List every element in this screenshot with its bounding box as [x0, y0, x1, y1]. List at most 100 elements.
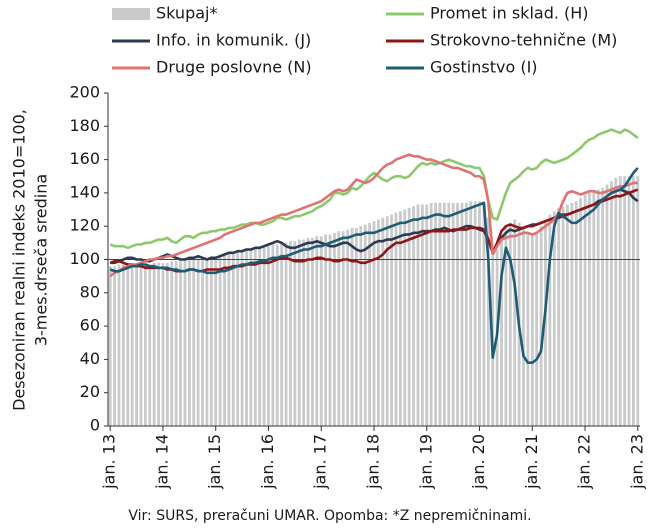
bar [482, 202, 486, 426]
bar [262, 246, 266, 426]
bar [412, 206, 415, 426]
bar [271, 244, 275, 426]
bar [324, 234, 328, 426]
bar [196, 257, 200, 426]
bar [442, 202, 446, 426]
bar [170, 261, 174, 426]
x-tick-label: jan. 16 [258, 434, 277, 490]
y-tick-label: 100 [69, 249, 100, 268]
bar [434, 202, 437, 426]
bar [522, 229, 525, 426]
bar [592, 191, 596, 426]
bar [306, 237, 310, 426]
bar [231, 252, 235, 426]
bar [552, 211, 556, 426]
line [109, 153, 638, 278]
bar [447, 202, 451, 426]
y-tick-label: 120 [69, 216, 100, 235]
bar [201, 257, 204, 426]
bar [636, 176, 640, 426]
bar [368, 222, 372, 426]
legend-label: Skupaj* [156, 4, 217, 23]
bar [500, 234, 503, 426]
bar [121, 264, 125, 426]
bar [627, 176, 631, 426]
bar [456, 202, 459, 426]
x-tick-label: jan. 15 [205, 434, 224, 490]
x-tick-group: jan. 14 [152, 434, 171, 490]
y-tick-label: 180 [69, 116, 100, 135]
bar [504, 226, 508, 426]
bar [174, 261, 178, 426]
bar [355, 227, 358, 426]
bar [390, 214, 393, 426]
bar [583, 194, 587, 426]
bar [631, 176, 635, 426]
bar [601, 187, 605, 426]
legend-label: Promet in sklad. (H) [430, 4, 589, 23]
bar [253, 247, 257, 426]
footnote: Vir: SURS, preračuni UMAR. Opomba: *Z ne… [128, 508, 531, 524]
bar [618, 176, 622, 426]
legend-label: Info. in komunik. (J) [156, 31, 311, 50]
bar [161, 262, 165, 426]
bar [148, 264, 152, 426]
bar [403, 209, 407, 426]
bar [438, 202, 442, 426]
bar [464, 202, 468, 426]
bar [218, 254, 222, 426]
y-tick-label: 200 [69, 83, 100, 102]
bar [280, 242, 284, 426]
x-tick-group: jan. 23 [627, 434, 646, 490]
x-tick-group: jan. 21 [522, 434, 541, 490]
bar [473, 201, 477, 426]
bar [209, 256, 213, 426]
x-tick-group: jan. 15 [205, 434, 224, 490]
bar [381, 217, 385, 426]
bar [315, 236, 319, 426]
bar [596, 189, 600, 426]
y-tick-label: 40 [80, 349, 100, 368]
bar [311, 237, 314, 426]
x-tick-label: jan. 13 [100, 434, 119, 490]
bar [570, 202, 574, 426]
x-tick-label: jan. 20 [469, 434, 488, 490]
bar [249, 249, 253, 426]
bar [376, 219, 380, 426]
legend-label: Druge poslovne (N) [156, 58, 312, 77]
bar [223, 254, 226, 426]
y-axis-label: Desezoniran realni indeks 2010=100, [10, 109, 29, 411]
bar [302, 239, 306, 426]
bar [139, 264, 143, 426]
bar [486, 217, 490, 426]
bar [385, 216, 389, 426]
bar [130, 266, 134, 426]
bar [157, 262, 160, 426]
bar [319, 236, 323, 426]
bar [187, 259, 191, 426]
line [109, 128, 639, 250]
bar [108, 266, 112, 426]
bar [561, 206, 565, 426]
x-tick-group: jan. 18 [364, 434, 383, 490]
x-tick-label: jan. 23 [627, 434, 646, 490]
legend-label: Strokovno-tehnične (M) [430, 31, 617, 50]
y-tick-label: 80 [80, 282, 100, 301]
bar [328, 234, 332, 426]
bar [126, 266, 130, 426]
bar [394, 212, 398, 426]
y-tick-label: 60 [80, 316, 100, 335]
bar [530, 234, 534, 426]
x-tick-label: jan. 18 [364, 434, 383, 490]
bar [258, 247, 262, 426]
y-tick-label: 20 [80, 382, 100, 401]
legend-label: Gostinstvo (I) [430, 58, 538, 77]
bar [205, 257, 209, 426]
bar [165, 262, 169, 426]
bar [605, 184, 609, 426]
bar [574, 201, 578, 426]
bar [539, 226, 543, 426]
bar [623, 176, 627, 426]
bar [337, 231, 341, 426]
